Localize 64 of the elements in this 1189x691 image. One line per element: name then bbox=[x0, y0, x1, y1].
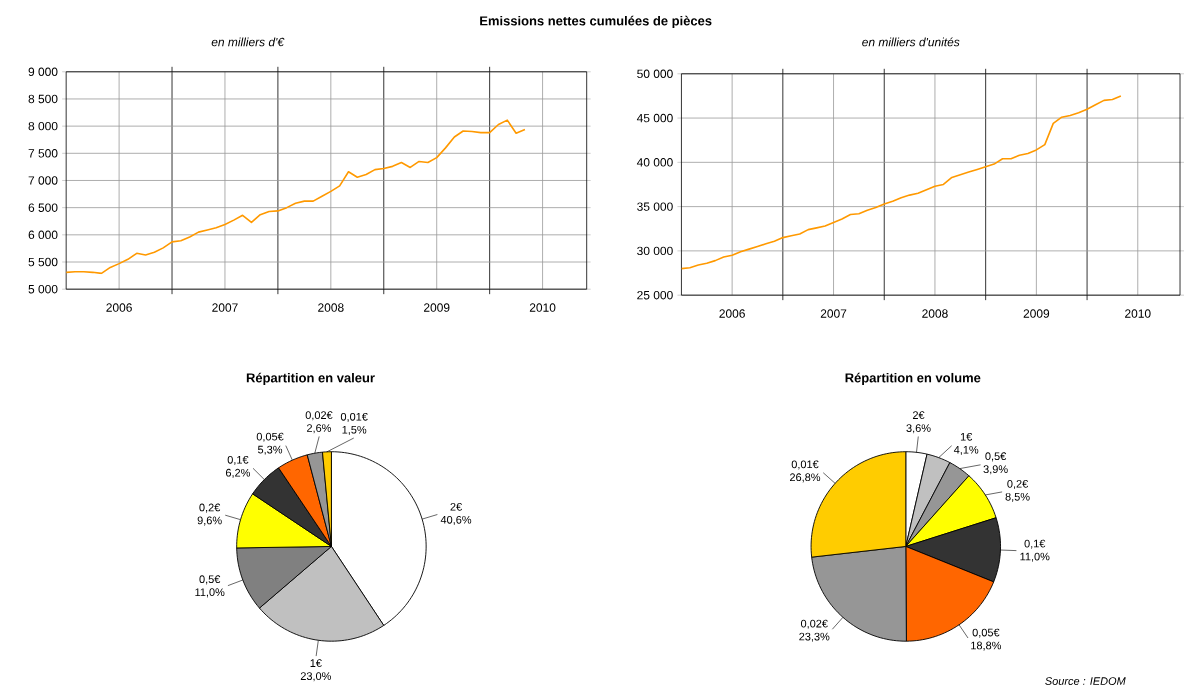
y-tick-label: 6 500 bbox=[28, 203, 58, 212]
y-tick-label: 50 000 bbox=[637, 69, 673, 78]
data-label: 6,2% bbox=[225, 468, 251, 478]
x-tick-label: 2008 bbox=[922, 309, 948, 318]
data-label: 11,0% bbox=[195, 588, 225, 598]
chart-subtitle: en milliers d'€ bbox=[211, 37, 285, 47]
data-label: 23,3% bbox=[799, 632, 830, 642]
data-label: 3,6% bbox=[906, 424, 931, 434]
source-note: Source : IEDOM bbox=[1045, 677, 1126, 685]
slice-label: 0,02€ bbox=[800, 619, 828, 629]
chart-subtitle: en milliers d'unités bbox=[862, 37, 960, 47]
x-tick-label: 2008 bbox=[318, 303, 344, 312]
data-label: 40,6% bbox=[440, 515, 472, 525]
y-tick-label: 8 500 bbox=[28, 94, 58, 104]
y-tick-label: 30 000 bbox=[637, 246, 673, 256]
slice-label: 0,01€ bbox=[340, 412, 368, 422]
x-tick-label: 2010 bbox=[1125, 309, 1151, 318]
slice-label: 0,5€ bbox=[985, 452, 1007, 462]
data-label: 11,0% bbox=[1020, 552, 1050, 562]
data-label: 4,1% bbox=[953, 445, 979, 455]
slice-label: 0,2€ bbox=[1007, 479, 1029, 489]
slice-label: 0,01€ bbox=[791, 460, 819, 470]
y-tick-label: 35 000 bbox=[637, 202, 673, 211]
slice-label: 2€ bbox=[450, 502, 462, 511]
x-tick-label: 2006 bbox=[719, 309, 745, 318]
data-label: 5,3% bbox=[257, 445, 283, 455]
chart-title: Répartition en volume bbox=[845, 372, 981, 386]
y-tick-label: 5 500 bbox=[28, 257, 58, 267]
y-tick-label: 7 000 bbox=[28, 176, 58, 185]
y-tick-label: 5 000 bbox=[28, 284, 58, 294]
y-tick-label: 45 000 bbox=[636, 113, 673, 123]
slice-label: 0,05€ bbox=[972, 628, 1000, 638]
slice-label: 1€ bbox=[960, 432, 973, 441]
y-tick-label: 6 000 bbox=[28, 230, 58, 240]
slice-label: 0,1€ bbox=[1024, 539, 1046, 549]
x-tick-label: 2007 bbox=[820, 309, 847, 318]
data-label: 23,0% bbox=[300, 672, 331, 682]
y-tick-label: 7 500 bbox=[28, 149, 58, 158]
y-tick-label: 40 000 bbox=[636, 158, 673, 167]
x-tick-label: 2006 bbox=[106, 303, 132, 312]
data-label: 3,9% bbox=[983, 465, 1008, 475]
slice-label: 1€ bbox=[310, 659, 322, 668]
data-label: 2,6% bbox=[307, 424, 332, 434]
line-series bbox=[66, 119, 526, 275]
data-label: 9,6% bbox=[197, 516, 222, 526]
slice-label: 0,2€ bbox=[199, 503, 221, 513]
slice-label: 0,05€ bbox=[256, 432, 284, 442]
x-tick-label: 2010 bbox=[529, 303, 556, 312]
slice-label: 0,1€ bbox=[227, 455, 249, 465]
y-tick-label: 25 000 bbox=[637, 290, 673, 300]
chart-title: Répartition en valeur bbox=[246, 372, 375, 386]
y-tick-label: 8 000 bbox=[28, 121, 58, 131]
data-label: 8,5% bbox=[1005, 492, 1030, 502]
chart-title: Emissions nettes cumulées de pièces bbox=[480, 15, 712, 29]
data-label: 1,5% bbox=[342, 425, 367, 435]
slice-label: 0,5€ bbox=[199, 575, 221, 585]
data-label: 18,8% bbox=[971, 641, 1002, 651]
x-tick-label: 2007 bbox=[212, 303, 238, 312]
slice-label: 2€ bbox=[912, 411, 925, 420]
y-tick-label: 9 000 bbox=[28, 67, 58, 76]
data-label: 26,8% bbox=[789, 473, 821, 483]
x-tick-label: 2009 bbox=[1023, 309, 1050, 318]
x-tick-label: 2009 bbox=[423, 303, 450, 312]
slice-label: 0,02€ bbox=[305, 411, 333, 421]
